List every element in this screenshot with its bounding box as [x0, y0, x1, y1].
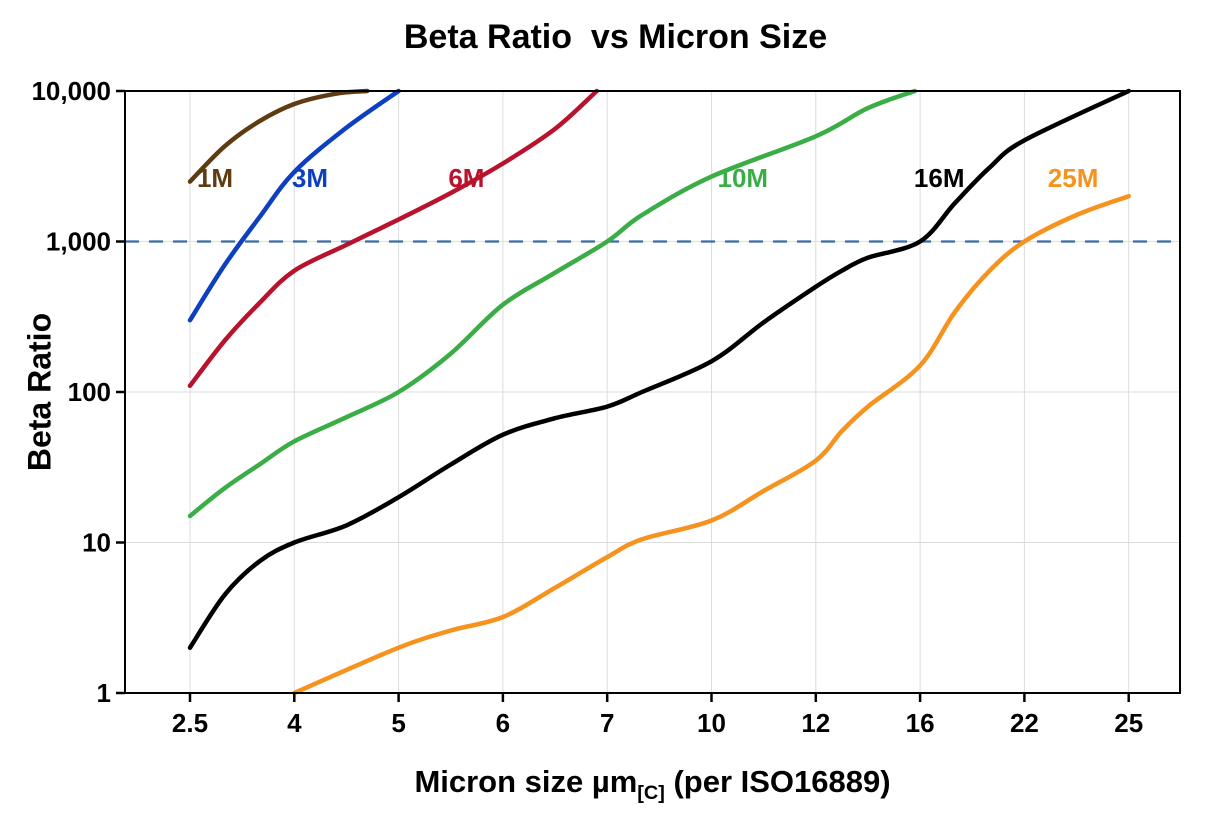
series-line-6M [187, 88, 600, 389]
x-tick-label: 22 [1010, 708, 1039, 738]
x-tick-label: 6 [496, 708, 510, 738]
y-tick-label: 10 [82, 528, 111, 558]
x-axis-title-main: Micron size µm [414, 764, 638, 799]
x-axis-title-suffix: (per ISO16889) [664, 764, 891, 799]
x-axis-title-subscript: [C] [637, 782, 665, 805]
series-line-1M [187, 88, 370, 184]
x-tick-label: 12 [801, 708, 830, 738]
series-group [187, 88, 1131, 696]
x-tick-label: 4 [287, 708, 302, 738]
x-tick-label: 2.5 [172, 708, 208, 738]
series-line-10M [187, 88, 918, 519]
x-axis-title: Micron size µm[C] (per ISO16889) [125, 764, 1180, 805]
chart-title: Beta Ratio vs Micron Size [403, 18, 828, 56]
series-label-16M: 16M [914, 163, 965, 193]
series-label-6M: 6M [448, 163, 484, 193]
series-line-3M [187, 88, 401, 323]
y-tick-label: 1 [97, 678, 111, 708]
x-tick-label: 10 [697, 708, 726, 738]
y-tick-label: 100 [68, 377, 111, 407]
x-tick-label: 25 [1114, 708, 1143, 738]
y-tick-label: 10,000 [31, 76, 111, 106]
series-line-25M [292, 193, 1131, 696]
x-tick-label: 16 [906, 708, 935, 738]
series-label-3M: 3M [292, 163, 328, 193]
y-tick-label: 1,000 [46, 227, 111, 257]
series-label-1M: 1M [197, 163, 233, 193]
x-tick-label: 5 [391, 708, 405, 738]
series-line-16M [187, 88, 1131, 650]
x-tick-label: 7 [600, 708, 614, 738]
series-label-25M: 25M [1048, 163, 1099, 193]
series-label-10M: 10M [718, 163, 769, 193]
